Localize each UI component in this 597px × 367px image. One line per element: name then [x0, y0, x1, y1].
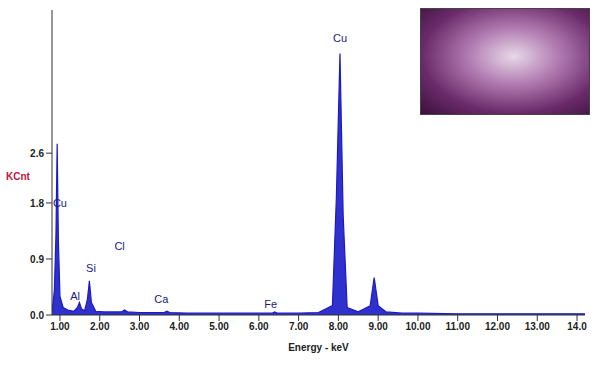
- svg-text:4.00: 4.00: [170, 321, 190, 332]
- svg-text:13.00: 13.00: [525, 321, 550, 332]
- svg-text:0.9: 0.9: [30, 254, 44, 265]
- svg-text:Cl: Cl: [114, 240, 124, 252]
- svg-text:5.00: 5.00: [209, 321, 229, 332]
- svg-text:6.00: 6.00: [249, 321, 269, 332]
- svg-text:3.00: 3.00: [130, 321, 150, 332]
- svg-text:0.0: 0.0: [30, 310, 44, 321]
- svg-text:12.00: 12.00: [485, 321, 510, 332]
- svg-text:8.00: 8.00: [329, 321, 349, 332]
- svg-text:11.00: 11.00: [445, 321, 470, 332]
- svg-text:1.8: 1.8: [30, 198, 44, 209]
- svg-text:Si: Si: [86, 262, 96, 274]
- svg-text:1.00: 1.00: [50, 321, 70, 332]
- svg-text:Fe: Fe: [264, 298, 277, 310]
- svg-text:Cu: Cu: [53, 197, 67, 209]
- svg-text:Ca: Ca: [154, 293, 169, 305]
- svg-text:14.0: 14.0: [567, 321, 587, 332]
- svg-text:Al: Al: [70, 290, 80, 302]
- svg-text:10.00: 10.00: [405, 321, 430, 332]
- html-text:KCnt: KCnt: [6, 171, 30, 182]
- svg-text:2.00: 2.00: [90, 321, 110, 332]
- svg-text:Cu: Cu: [333, 32, 347, 44]
- svg-text:2.6: 2.6: [30, 148, 44, 159]
- svg-text:7.00: 7.00: [289, 321, 309, 332]
- svg-text:Energy - keV: Energy - keV: [288, 342, 349, 353]
- svg-text:9.00: 9.00: [368, 321, 388, 332]
